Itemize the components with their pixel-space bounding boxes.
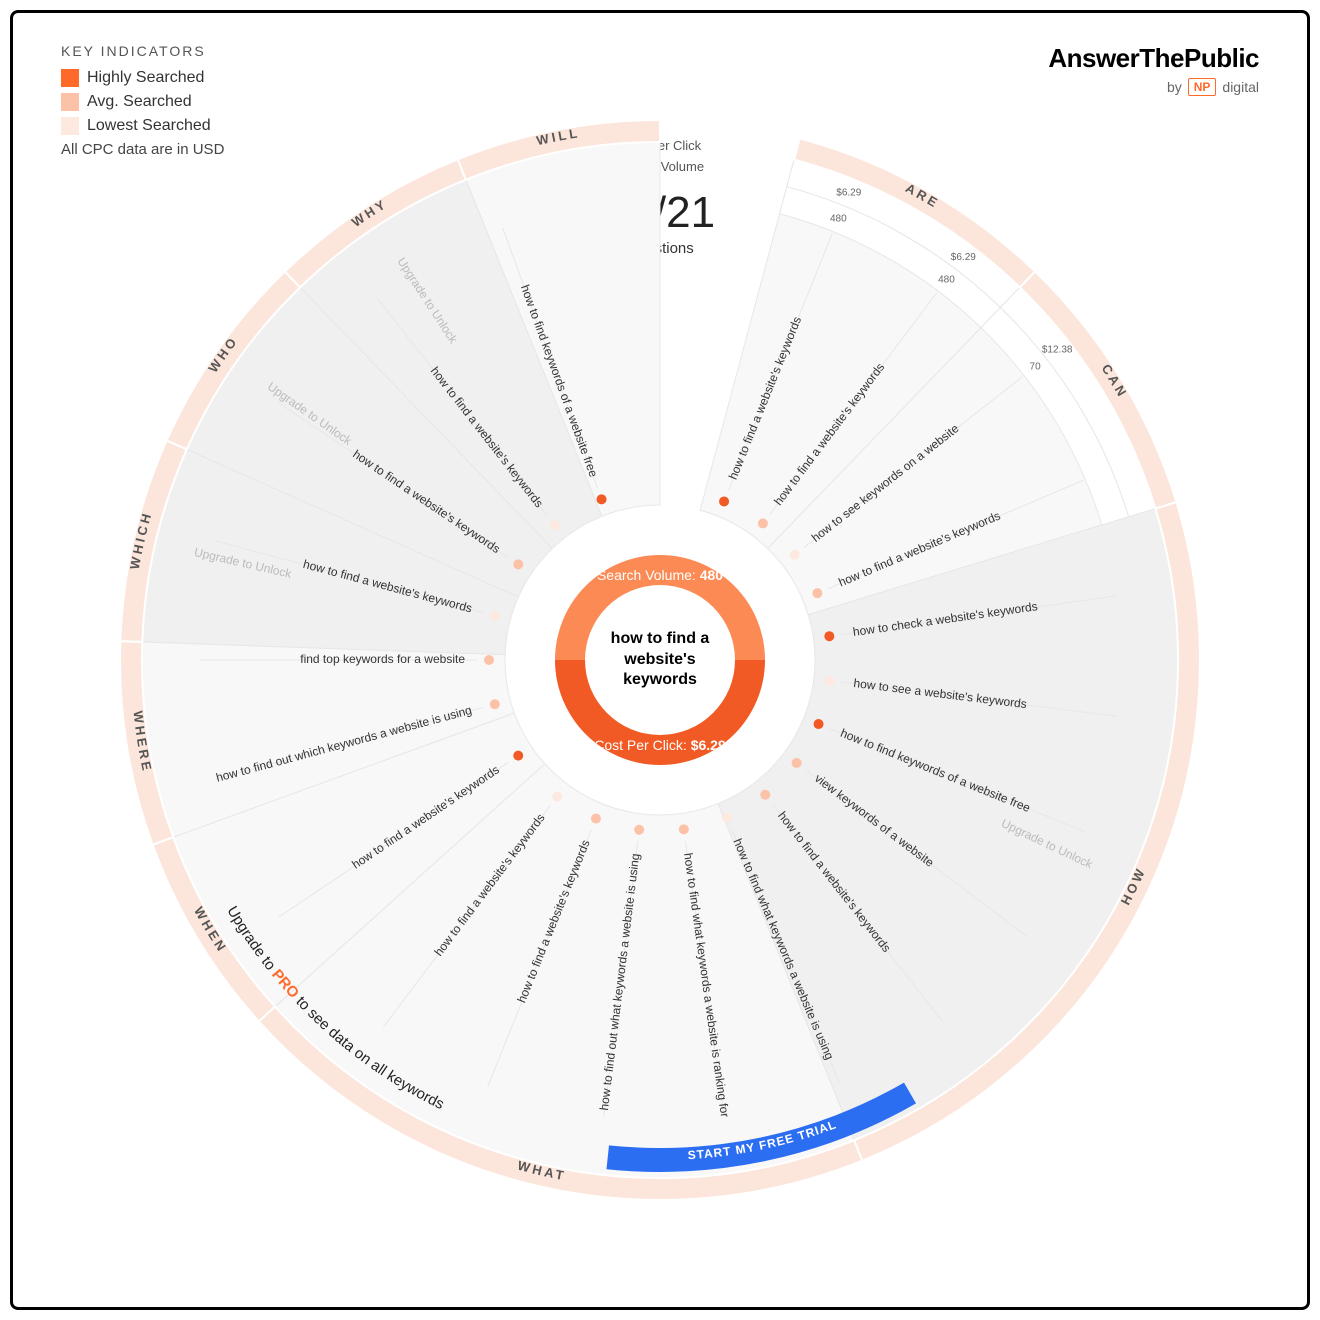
intensity-dot <box>550 520 560 530</box>
intensity-dot <box>490 699 500 709</box>
intensity-dot <box>790 550 800 560</box>
intensity-dot <box>825 676 835 686</box>
intensity-dot <box>758 518 768 528</box>
sv-value: 480 <box>938 274 955 285</box>
brand: AnswerThePublic by NP digital <box>1048 43 1259 96</box>
spoke-label[interactable]: find top keywords for a website <box>300 652 465 666</box>
intensity-dot <box>722 812 732 822</box>
legend-label: Highly Searched <box>87 69 204 87</box>
center-sv: Search Volume: 480 <box>597 567 723 583</box>
center-hub: Search Volume: 480 Cost Per Click: $6.29… <box>555 555 765 765</box>
intensity-dot <box>513 559 523 569</box>
intensity-dot <box>490 611 500 621</box>
legend-title: KEY INDICATORS <box>61 43 224 59</box>
sv-value: 480 <box>830 213 847 224</box>
cpc-value: $6.29 <box>951 252 976 263</box>
intensity-dot <box>760 790 770 800</box>
intensity-dot <box>484 655 494 665</box>
intensity-dot <box>792 758 802 768</box>
intensity-dot <box>597 494 607 504</box>
intensity-dot <box>679 824 689 834</box>
sv-value: 70 <box>1030 362 1042 373</box>
cpc-value: $6.29 <box>836 187 861 198</box>
legend-swatch <box>61 69 79 87</box>
cpc-value: $12.38 <box>1042 344 1073 355</box>
intensity-dot <box>634 825 644 835</box>
intensity-dot <box>513 751 523 761</box>
center-cpc: Cost Per Click: $6.29 <box>594 737 726 753</box>
intensity-dot <box>719 496 729 506</box>
intensity-dot <box>824 631 834 641</box>
intensity-dot <box>552 792 562 802</box>
legend-swatch <box>61 117 79 135</box>
frame: KEY INDICATORS Highly SearchedAvg. Searc… <box>10 10 1310 1310</box>
legend-swatch <box>61 93 79 111</box>
intensity-dot <box>812 588 822 598</box>
legend-row: Highly Searched <box>61 69 224 87</box>
intensity-dot <box>814 719 824 729</box>
center-keyword: how to find a website's keywords <box>585 585 735 735</box>
brand-name: AnswerThePublic <box>1048 43 1259 74</box>
intensity-dot <box>591 814 601 824</box>
